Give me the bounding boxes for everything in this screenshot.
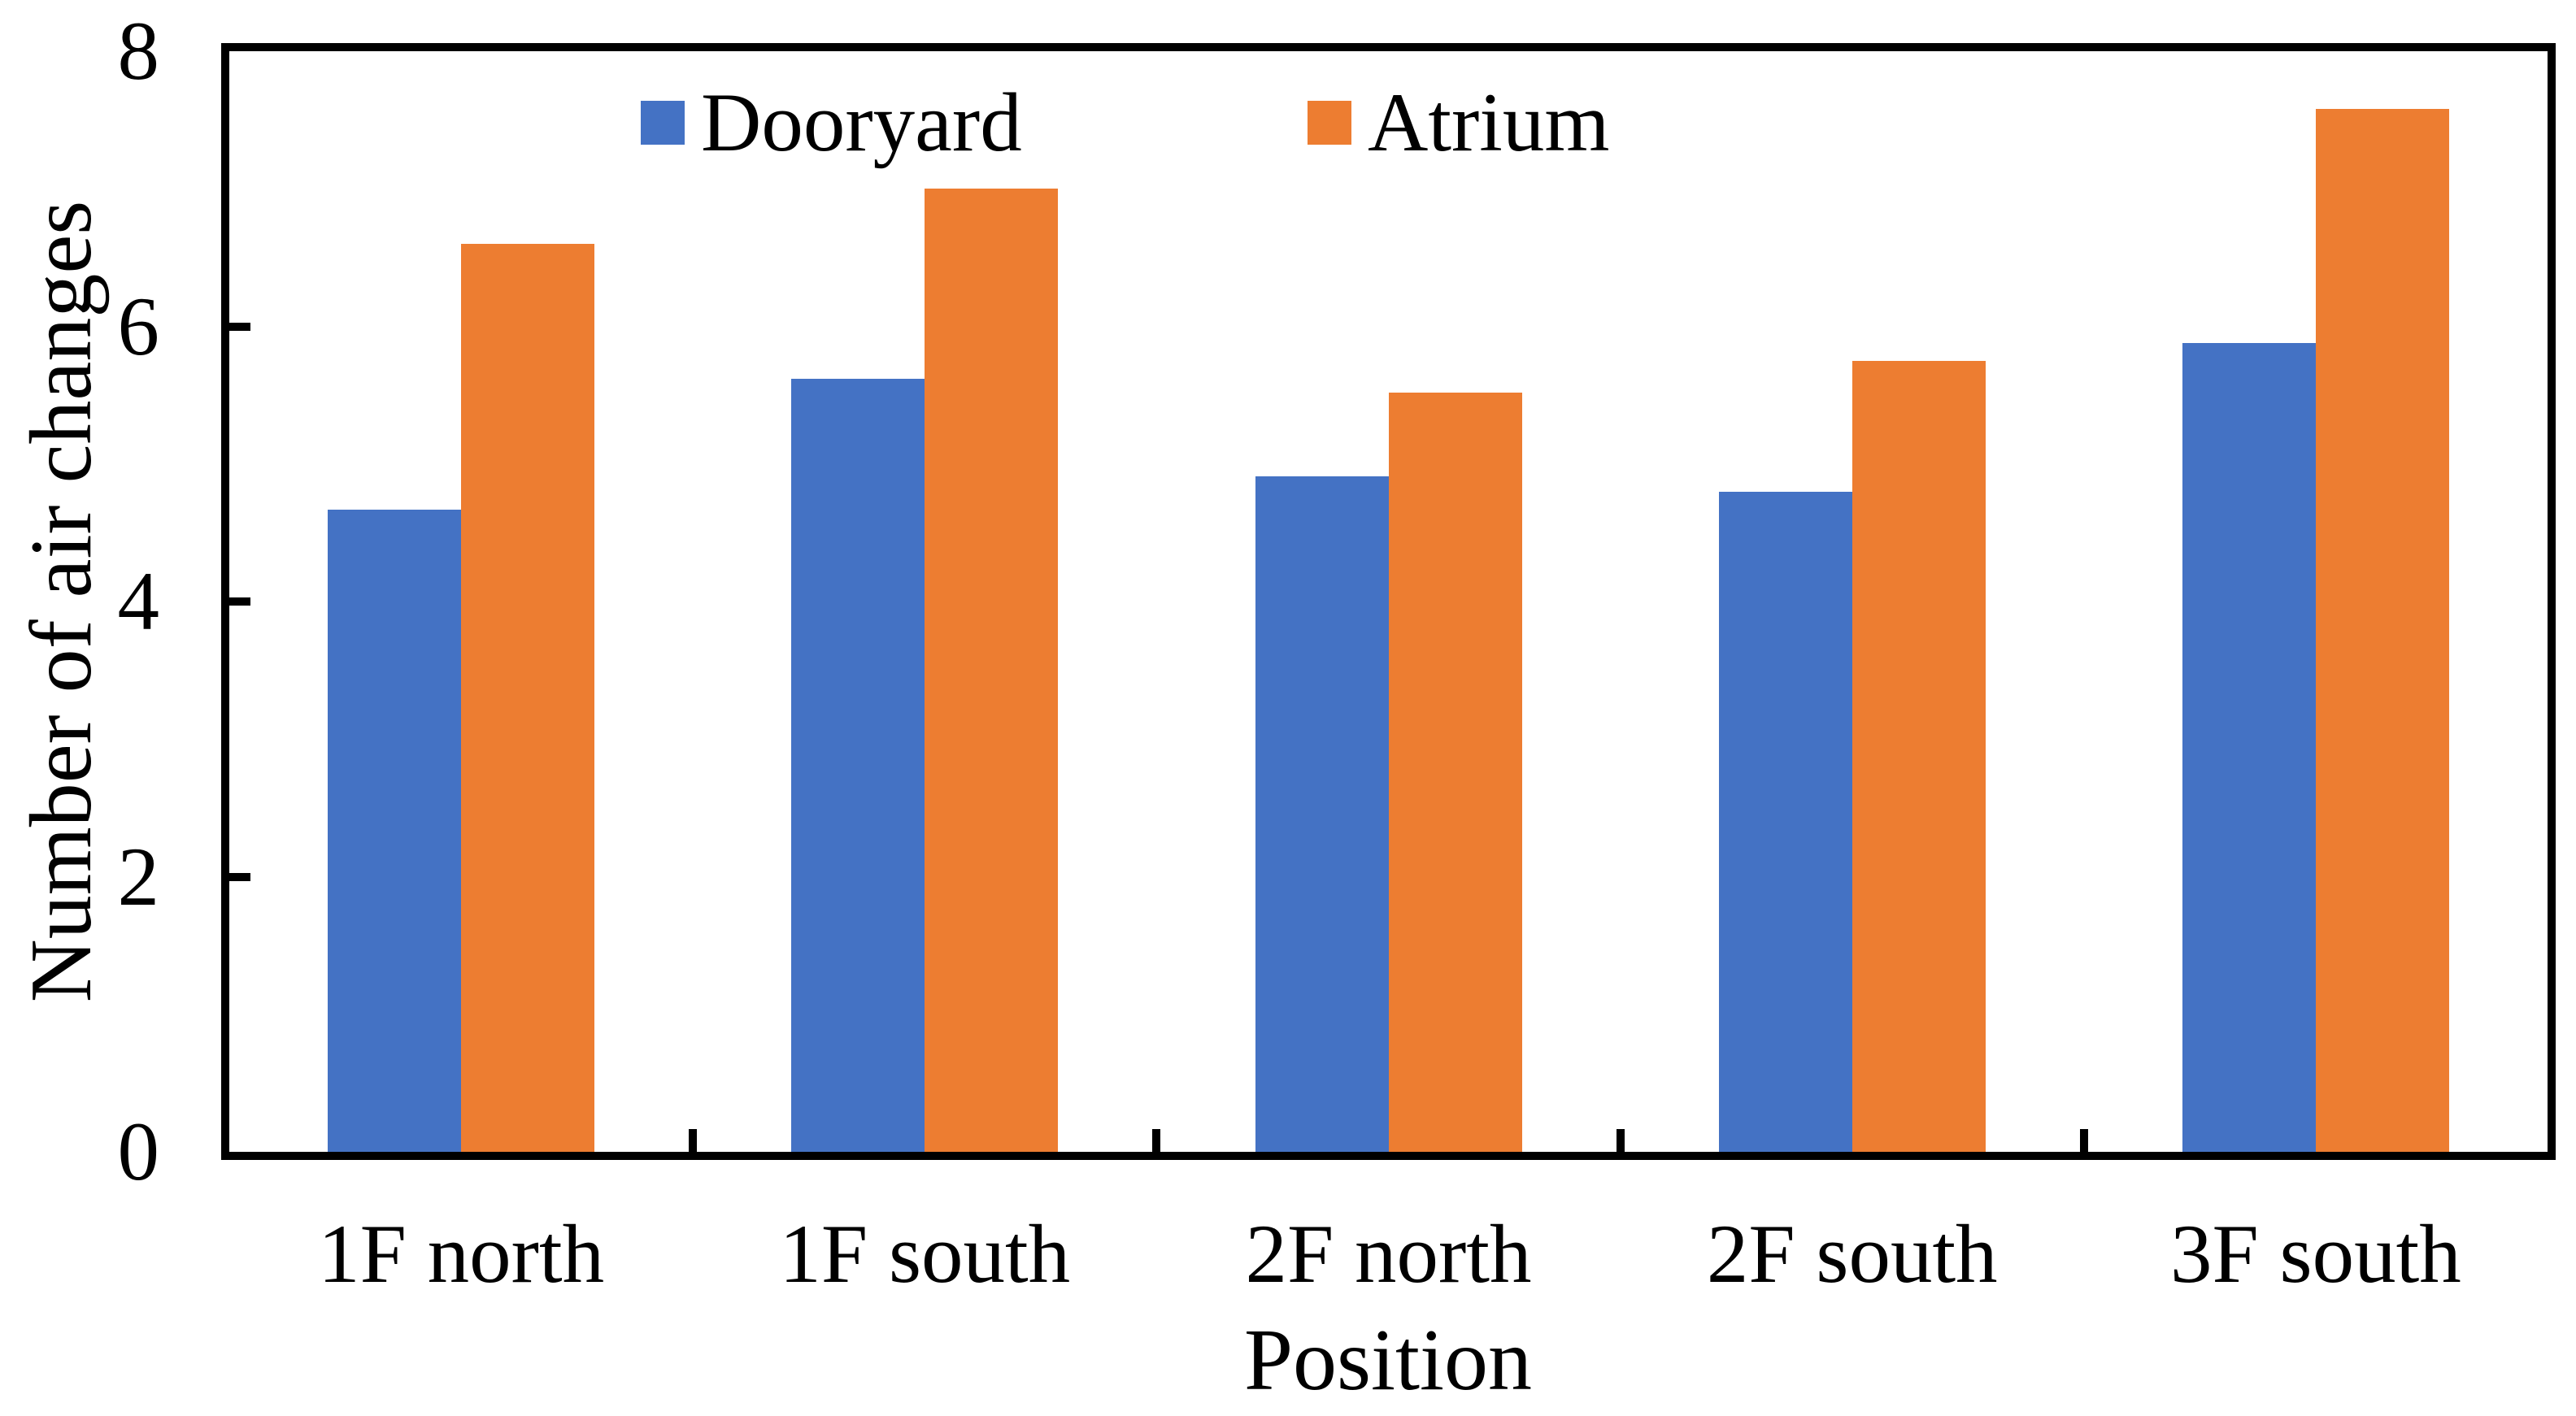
legend-label-atrium: Atrium (1368, 76, 1610, 169)
bar-dooryard-3f-south (2182, 342, 2316, 1152)
x-tick-mark-2 (1152, 1129, 1161, 1152)
bar-atrium-2f-north (1388, 392, 1522, 1152)
x-tick-label-1f-south: 1F south (779, 1208, 1071, 1301)
legend-entry-atrium: Atrium (1308, 80, 1610, 166)
x-tick-label-1f-north: 1F north (318, 1208, 605, 1301)
y-tick-label-0: 0 (117, 1105, 160, 1198)
bar-dooryard-2f-south (1718, 491, 1852, 1152)
legend-swatch-dooryard (641, 101, 685, 145)
bar-dooryard-2f-north (1255, 476, 1389, 1152)
bar-atrium-1f-south (925, 189, 1059, 1152)
y-tick-mark-6 (229, 322, 250, 331)
y-tick-label-6: 6 (117, 280, 160, 373)
bar-atrium-1f-north (461, 243, 595, 1152)
bar-dooryard-1f-north (328, 509, 462, 1152)
x-tick-label-2f-south: 2F south (1706, 1208, 1998, 1301)
legend-entry-dooryard: Dooryard (641, 80, 1022, 166)
y-tick-mark-4 (229, 597, 250, 606)
y-tick-label-2: 2 (117, 830, 160, 923)
legend-swatch-atrium (1308, 101, 1351, 145)
x-tick-mark-3 (1616, 1129, 1625, 1152)
plot-area (229, 51, 2548, 1152)
y-tick-label-4: 4 (117, 555, 160, 648)
y-tick-mark-2 (229, 872, 250, 881)
bar-atrium-2f-south (1852, 360, 1986, 1152)
legend-label-dooryard: Dooryard (701, 76, 1022, 169)
x-tick-label-3f-south: 3F south (2170, 1208, 2461, 1301)
x-tick-label-2f-north: 2F north (1245, 1208, 1532, 1301)
y-tick-label-8: 8 (117, 5, 160, 98)
x-axis-title: Position (1243, 1312, 1533, 1409)
bar-atrium-3f-south (2315, 109, 2449, 1152)
bar-dooryard-1f-south (791, 378, 925, 1152)
x-tick-mark-1 (689, 1129, 698, 1152)
x-tick-mark-4 (2079, 1129, 2088, 1152)
